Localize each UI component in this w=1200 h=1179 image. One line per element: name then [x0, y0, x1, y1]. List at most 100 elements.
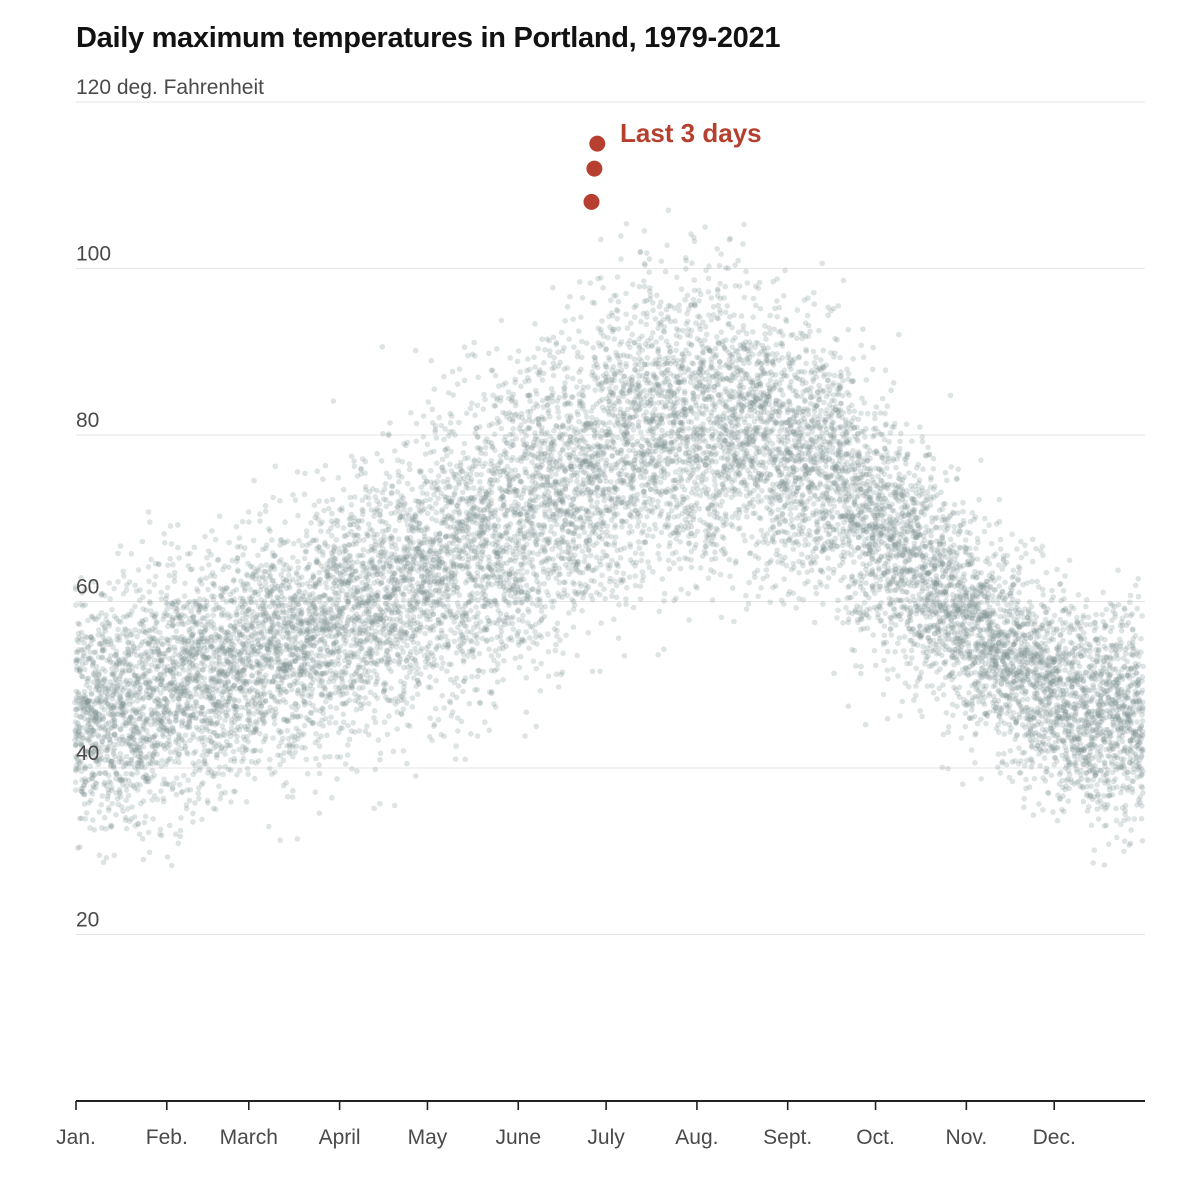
temperature-dot	[345, 722, 351, 729]
temperature-dot	[99, 738, 105, 745]
temperature-dot	[244, 746, 250, 753]
temperature-dot	[356, 537, 362, 544]
temperature-dot	[160, 798, 167, 805]
temperature-dot	[372, 719, 379, 726]
temperature-dot	[113, 648, 120, 655]
temperature-dot	[99, 793, 106, 799]
temperature-dot	[403, 557, 410, 563]
temperature-dot	[192, 654, 199, 661]
temperature-dot	[262, 508, 269, 515]
temperature-dot	[297, 713, 304, 719]
temperature-dot	[351, 463, 358, 470]
temperature-dot	[441, 561, 448, 567]
temperature-dot	[158, 788, 164, 794]
temperature-dot	[290, 787, 296, 794]
temperature-dot	[145, 829, 152, 836]
temperature-dot	[117, 751, 124, 757]
temperature-dot	[95, 668, 102, 675]
temperature-dot	[102, 697, 109, 704]
temperature-dot	[261, 598, 268, 605]
temperature-dot	[474, 733, 481, 739]
temperature-dot	[377, 750, 384, 757]
temperature-dot	[108, 711, 114, 718]
temperature-dot	[105, 728, 111, 734]
temperature-dot	[461, 659, 467, 665]
temperature-dot	[72, 766, 79, 772]
temperature-dot	[75, 647, 82, 653]
temperature-dot	[83, 779, 89, 785]
temperature-dot	[381, 533, 387, 540]
temperature-dot	[91, 784, 97, 791]
temperature-dot	[105, 805, 112, 811]
temperature-dot	[98, 610, 105, 616]
temperature-dot	[93, 780, 100, 787]
temperature-dot	[292, 497, 299, 503]
temperature-dot	[322, 754, 328, 760]
temperature-dot	[105, 793, 111, 799]
temperature-dot	[114, 795, 121, 802]
temperature-dot	[87, 711, 94, 717]
temperature-dot	[168, 541, 175, 547]
temperature-dot	[80, 735, 86, 742]
temperature-dot	[343, 690, 350, 696]
temperature-dot	[406, 461, 413, 467]
temperature-dot	[358, 466, 364, 473]
temperature-dot	[180, 667, 187, 673]
temperature-dot	[386, 602, 393, 608]
temperature-dot	[96, 725, 103, 732]
temperature-dot	[349, 766, 355, 772]
temperature-dot	[325, 543, 331, 550]
temperature-dot	[95, 732, 102, 738]
temperature-dot	[76, 668, 83, 675]
temperature-dot	[102, 770, 109, 776]
temperature-dot	[216, 715, 223, 721]
temperature-dot	[84, 634, 90, 641]
temperature-dot	[293, 743, 300, 750]
temperature-dot	[101, 814, 108, 821]
temperature-dot	[374, 450, 381, 457]
temperature-dot	[90, 659, 97, 666]
temperature-dot	[81, 791, 88, 798]
temperature-dot	[113, 691, 119, 697]
temperature-dot	[181, 772, 187, 779]
temperature-dot	[85, 721, 92, 727]
temperature-dot	[393, 546, 400, 552]
temperature-dot	[104, 694, 110, 700]
temperature-dot	[419, 548, 425, 554]
temperature-dot	[192, 748, 199, 755]
temperature-dot	[88, 691, 95, 698]
temperature-dot	[120, 808, 126, 814]
temperature-dot	[164, 606, 170, 613]
temperature-dot	[260, 685, 267, 691]
temperature-dot	[77, 700, 84, 707]
temperature-dot	[92, 668, 99, 674]
temperature-dot	[109, 705, 115, 711]
temperature-dot	[88, 705, 95, 711]
temperature-dot	[135, 787, 141, 793]
temperature-dot	[85, 643, 91, 650]
temperature-dot	[113, 680, 119, 686]
temperature-dot	[464, 524, 471, 530]
temperature-dot	[146, 589, 153, 595]
temperature-dot	[386, 523, 392, 530]
temperature-dot	[88, 641, 94, 648]
temperature-dot	[262, 604, 269, 610]
temperature-dot	[74, 637, 80, 643]
temperature-dot	[155, 561, 162, 567]
temperature-dot	[228, 613, 234, 619]
temperature-dot	[284, 727, 291, 734]
temperature-dot	[98, 748, 105, 754]
temperature-dot	[255, 552, 261, 559]
temperature-dot	[202, 627, 208, 634]
temperature-dot	[318, 528, 324, 534]
temperature-dot	[78, 747, 85, 754]
temperature-dot	[422, 630, 429, 637]
temperature-dot	[280, 757, 287, 764]
temperature-dot	[80, 705, 87, 712]
temperature-dot	[403, 700, 410, 706]
temperature-dot	[380, 689, 387, 695]
temperature-dot	[294, 469, 301, 475]
temperature-dot	[336, 545, 342, 552]
temperature-dot	[363, 660, 370, 666]
temperature-dot	[245, 771, 251, 777]
